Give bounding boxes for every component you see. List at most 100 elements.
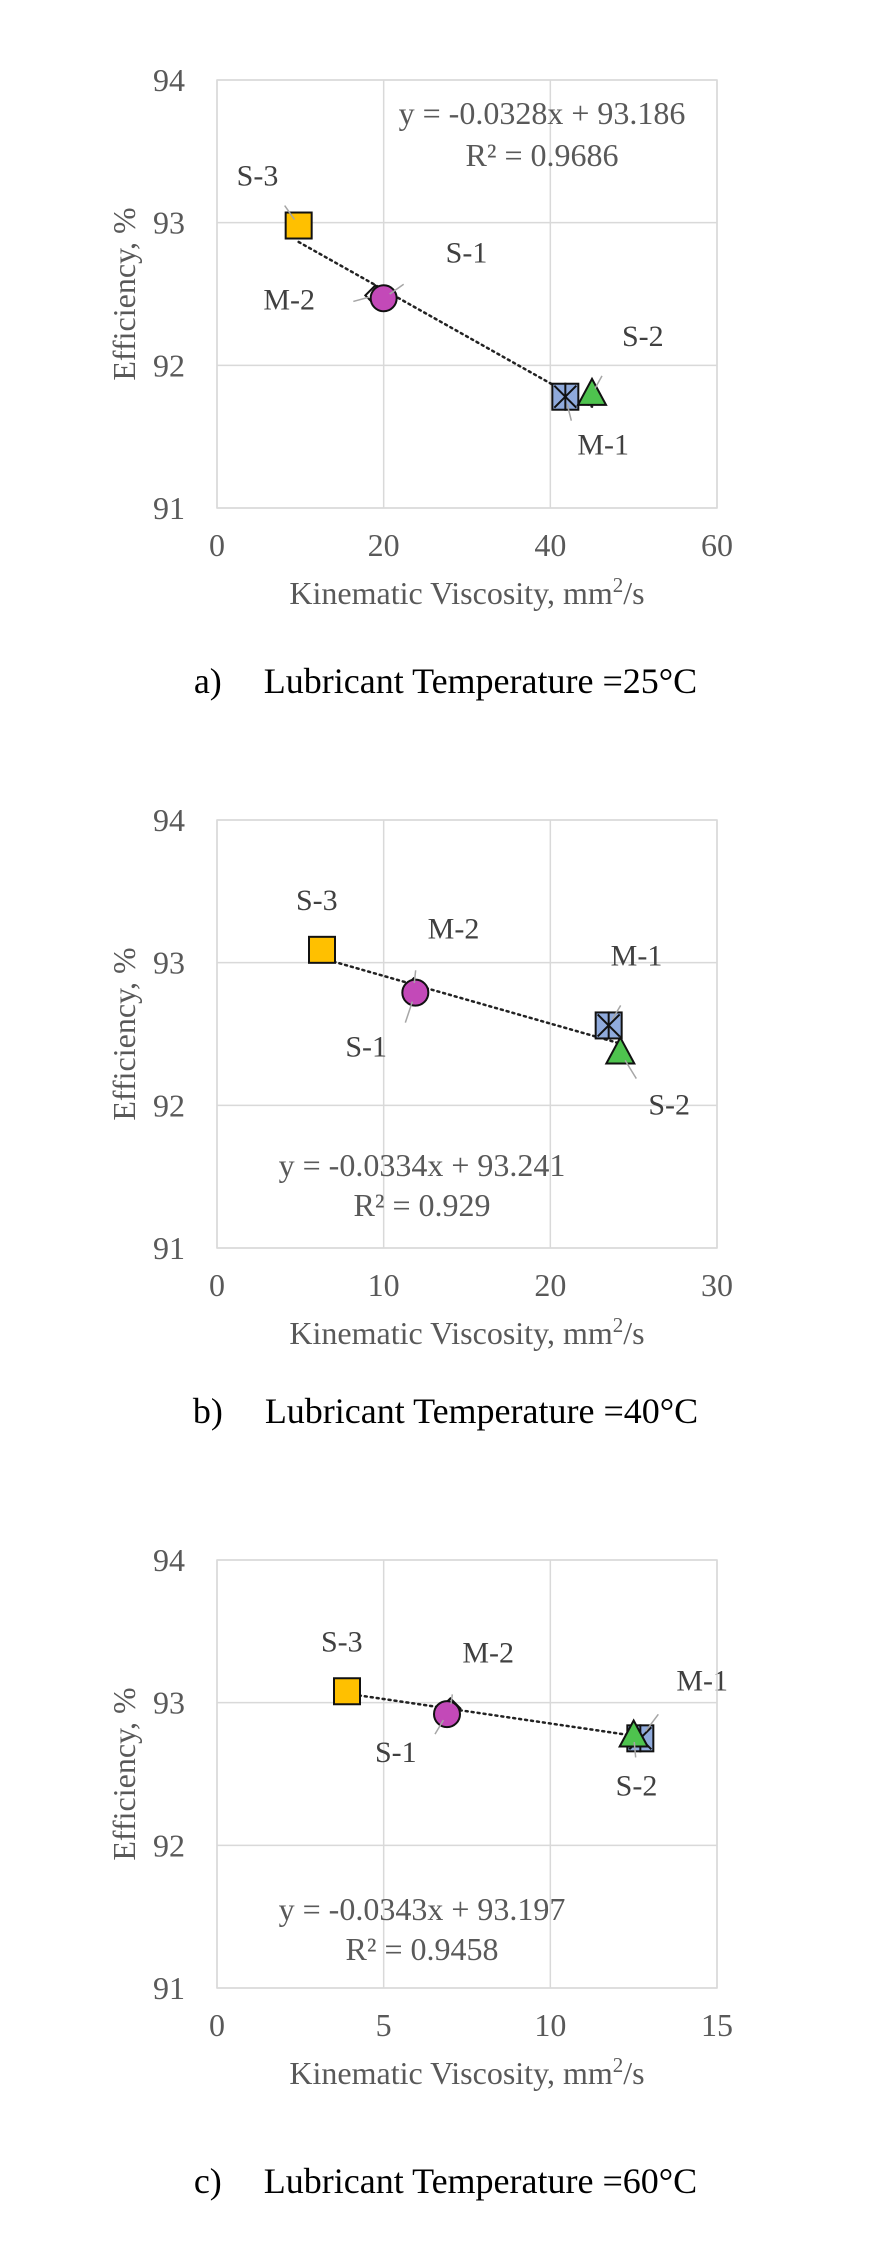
trendline <box>345 1692 645 1739</box>
efficiency-chart-40c: 91 92 93 94 0 10 20 30 Efficiency, % Kinematic Vi… <box>106 802 733 1351</box>
point-m-1 <box>594 1011 623 1040</box>
caption-text: Lubricant Temperature =60°C <box>263 2161 698 2201</box>
leader-line <box>594 375 603 389</box>
point-label-s-2: S-2 <box>622 320 664 353</box>
leader-line <box>353 296 369 303</box>
trendline <box>297 240 594 408</box>
trendline-equation: y = -0.0334x + 93.241 <box>279 1147 566 1183</box>
point-s-2 <box>617 1718 650 1748</box>
leader-line <box>566 403 573 421</box>
point-label-m-1: M-1 <box>577 429 629 462</box>
y-tick-label: 94 <box>153 802 185 838</box>
leader-line <box>413 970 417 984</box>
point-label-m-1: M-1 <box>676 1664 728 1697</box>
caption-text: Lubricant Temperature =40°C <box>264 1391 699 1431</box>
leader-line <box>404 1001 414 1023</box>
x-tick-label: 0 <box>209 2007 225 2043</box>
point-label-s-3: S-3 <box>321 1625 363 1658</box>
circle-marker <box>433 1700 461 1729</box>
x-tick-label: 20 <box>534 1267 566 1303</box>
leader-line <box>450 1694 454 1705</box>
y-tick-label: 93 <box>153 945 185 981</box>
leader-line <box>434 1719 445 1735</box>
leader-line <box>389 283 405 295</box>
caption-b: b) Lubricant Temperature =40°C <box>0 1390 891 1432</box>
r-squared: R² = 0.929 <box>354 1187 491 1223</box>
y-tick-label: 93 <box>153 205 185 241</box>
x-axis-label: Kinematic Viscosity, mm2/s <box>289 1313 644 1351</box>
point-label-s-1: S-1 <box>375 1736 417 1769</box>
y-tick-label: 94 <box>153 1542 185 1578</box>
chart-panel-a: 91 92 93 94 0 20 40 60 Efficiency, % Kinematic Vi… <box>0 0 891 740</box>
x-tick-label: 15 <box>701 2007 733 2043</box>
leader-line <box>633 1742 637 1758</box>
square-marker <box>333 1677 361 1706</box>
point-label-s-2: S-2 <box>616 1769 658 1802</box>
x-tick-label: 5 <box>376 2007 392 2043</box>
x-tick-label: 60 <box>701 527 733 563</box>
circle-marker <box>401 978 430 1007</box>
caption-letter: b) <box>192 1391 223 1431</box>
x-tick-label: 20 <box>368 527 400 563</box>
r-squared: R² = 0.9458 <box>346 1931 499 1967</box>
circle-marker <box>369 284 398 313</box>
point-s-3 <box>284 211 313 240</box>
x-tick-label: 0 <box>209 1267 225 1303</box>
caption-c: c) Lubricant Temperature =60°C <box>0 2160 891 2202</box>
trendline-equation: y = -0.0328x + 93.186 <box>399 95 686 131</box>
x-axis-label: Kinematic Viscosity, mm2/s <box>289 573 644 611</box>
point-s-3 <box>333 1677 361 1706</box>
y-tick-label: 91 <box>153 490 185 526</box>
x-tick-label: 10 <box>368 1267 400 1303</box>
leader-line <box>611 1005 622 1020</box>
point-m-1 <box>551 382 580 411</box>
plot-frame <box>216 79 718 509</box>
y-axis-label: Efficiency, % <box>106 1687 142 1860</box>
x-tick-label: 40 <box>534 527 566 563</box>
x-tick-label: 0 <box>209 527 225 563</box>
square-marker <box>308 935 336 964</box>
caption-letter: c) <box>193 2161 222 2201</box>
y-tick-label: 94 <box>153 62 185 98</box>
y-tick-label: 91 <box>153 1230 185 1266</box>
leader-line <box>284 205 296 220</box>
y-tick-label: 92 <box>153 347 185 383</box>
y-axis-label: Efficiency, % <box>106 947 142 1120</box>
efficiency-chart-60c: 91 92 93 94 0 5 10 15 Efficiency, % Kinematic Vis… <box>106 1542 733 2091</box>
triangle-marker <box>576 376 608 406</box>
point-s-2 <box>604 1035 637 1065</box>
point-s-1 <box>369 284 398 313</box>
point-s-2 <box>576 376 608 406</box>
point-label-m-2: M-2 <box>428 912 480 945</box>
point-label-s-3: S-3 <box>237 160 279 193</box>
y-axis-label: Efficiency, % <box>106 207 142 380</box>
point-s-1 <box>433 1700 461 1729</box>
point-label-m-1: M-1 <box>611 939 663 972</box>
caption-a: a) Lubricant Temperature =25°C <box>0 660 891 702</box>
point-label-s-1: S-1 <box>345 1031 387 1064</box>
trendline <box>320 957 622 1045</box>
triangle-marker <box>617 1718 650 1748</box>
square-marker <box>284 211 313 240</box>
y-tick-label: 91 <box>153 1970 185 2006</box>
y-tick-label: 92 <box>153 1827 185 1863</box>
r-squared: R² = 0.9686 <box>466 137 619 173</box>
efficiency-chart-25c: 91 92 93 94 0 20 40 60 Efficiency, % Kinematic Vi… <box>106 62 733 611</box>
caption-text: Lubricant Temperature =25°C <box>263 661 698 701</box>
x-tick-label: 30 <box>701 1267 733 1303</box>
y-tick-label: 93 <box>153 1685 185 1721</box>
x-axis-label: Kinematic Viscosity, mm2/s <box>289 2053 644 2091</box>
point-label-s-1: S-1 <box>446 236 488 269</box>
leader-line <box>624 1059 637 1079</box>
plot-frame <box>216 819 718 1249</box>
point-label-s-3: S-3 <box>296 884 338 917</box>
point-label-m-2: M-2 <box>462 1636 514 1669</box>
x-tick-label: 10 <box>534 2007 566 2043</box>
triangle-marker <box>604 1035 637 1065</box>
chart-panel-c: 91 92 93 94 0 5 10 15 Efficiency, % Kinematic Vis… <box>0 1480 891 2260</box>
leader-line <box>645 1713 659 1732</box>
point-label-m-2: M-2 <box>263 283 315 316</box>
y-tick-label: 92 <box>153 1087 185 1123</box>
point-s-1 <box>401 978 430 1007</box>
chart-panel-b: 91 92 93 94 0 10 20 30 Efficiency, % Kinematic Vi… <box>0 740 891 1480</box>
